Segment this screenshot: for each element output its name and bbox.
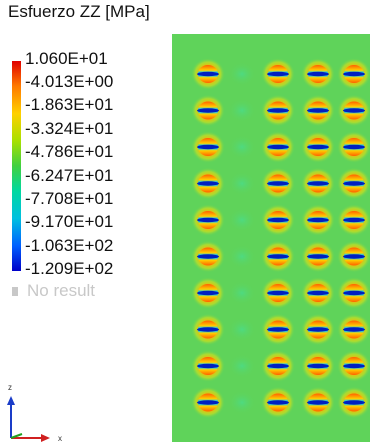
stress-concentration-node: [301, 58, 335, 90]
stress-concentration-node: [191, 386, 225, 419]
stress-concentration-node: [191, 58, 225, 90]
stress-concentration-node: [301, 386, 335, 419]
stress-concentration-node: [337, 131, 370, 163]
stress-concentration-node: [261, 131, 295, 163]
no-result-swatch: [12, 287, 18, 296]
stress-gradient-blob: [228, 281, 256, 305]
stress-concentration-node: [191, 204, 225, 236]
stress-concentration-node: [337, 167, 370, 200]
legend-label: -9.170E+01: [25, 212, 114, 231]
legend-label: -4.786E+01: [25, 142, 114, 161]
x-axis-arrow: [41, 434, 50, 442]
stress-concentration-node: [191, 131, 225, 163]
stress-concentration-node: [261, 350, 295, 382]
stress-gradient-blob: [228, 135, 256, 159]
stress-concentration-node: [261, 167, 295, 200]
stress-concentration-node: [337, 94, 370, 127]
stress-concentration-node: [301, 277, 335, 309]
legend-label: -1.863E+01: [25, 95, 114, 114]
stress-concentration-node: [261, 58, 295, 90]
stress-concentration-node: [191, 167, 225, 200]
stress-concentration-node: [261, 204, 295, 236]
stress-concentration-node: [301, 313, 335, 346]
stress-gradient-blob: [228, 390, 256, 415]
stress-gradient-blob: [228, 171, 256, 196]
stress-concentration-node: [301, 131, 335, 163]
stress-concentration-node: [301, 240, 335, 273]
stress-concentration-node: [261, 386, 295, 419]
stress-concentration-node: [261, 94, 295, 127]
stress-concentration-node: [337, 350, 370, 382]
stress-gradient-blob: [228, 62, 256, 86]
stress-gradient-blob: [228, 317, 256, 342]
z-axis-arrow: [7, 396, 15, 405]
plot-title: Esfuerzo ZZ [MPa]: [8, 2, 150, 21]
legend-label: 1.060E+01: [25, 49, 108, 68]
stress-gradient-blob: [228, 208, 256, 232]
y-axis-line: [10, 433, 23, 439]
stress-concentration-node: [191, 350, 225, 382]
stress-concentration-node: [261, 277, 295, 309]
legend-label: -1.063E+02: [25, 236, 114, 255]
stress-concentration-node: [337, 240, 370, 273]
stress-concentration-node: [301, 204, 335, 236]
stress-concentration-node: [261, 313, 295, 346]
legend-label: -1.209E+02: [25, 259, 114, 278]
stress-gradient-blob: [228, 244, 256, 269]
stress-concentration-node: [301, 350, 335, 382]
stress-concentration-node: [337, 58, 370, 90]
legend-label: -6.247E+01: [25, 166, 114, 185]
z-axis-label: z: [8, 383, 12, 392]
stress-concentration-node: [191, 240, 225, 273]
axis-triad: z x: [7, 383, 62, 443]
stress-concentration-node: [191, 94, 225, 127]
stress-concentration-node: [337, 277, 370, 309]
stress-concentration-node: [191, 277, 225, 309]
no-result-label: No result: [27, 281, 96, 300]
stress-concentration-node: [301, 94, 335, 127]
legend-label: -3.324E+01: [25, 119, 114, 138]
stress-concentration-node: [337, 313, 370, 346]
color-legend-bar: [12, 61, 21, 271]
stress-concentration-node: [261, 240, 295, 273]
legend-label: -7.708E+01: [25, 189, 114, 208]
legend-label: -4.013E+00: [25, 72, 114, 91]
stress-contour-plot: [172, 34, 370, 442]
stress-concentration-node: [337, 386, 370, 419]
stress-concentration-node: [337, 204, 370, 236]
x-axis-label: x: [58, 434, 62, 443]
stress-concentration-node: [191, 313, 225, 346]
stress-gradient-blob: [228, 98, 256, 123]
stress-gradient-blob: [228, 354, 256, 378]
stress-concentration-node: [301, 167, 335, 200]
